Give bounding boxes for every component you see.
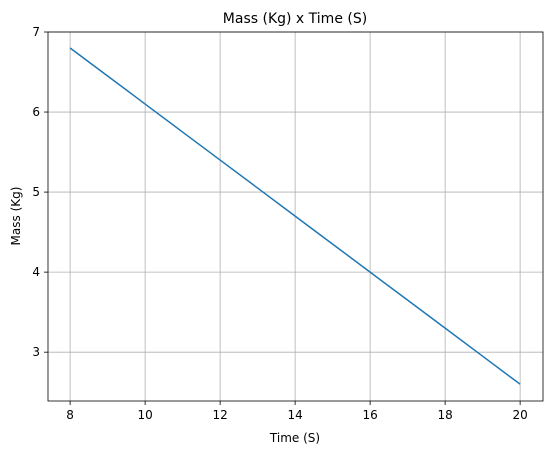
x-tick-label: 14 xyxy=(287,408,302,422)
x-tick-label: 18 xyxy=(437,408,452,422)
chart-title: Mass (Kg) x Time (S) xyxy=(223,11,367,27)
x-axis-label: Time (S) xyxy=(269,431,320,445)
x-tick-label: 16 xyxy=(362,408,377,422)
y-tick-label: 5 xyxy=(32,185,40,199)
y-tick-label: 4 xyxy=(32,265,40,279)
y-tick-label: 3 xyxy=(32,345,40,359)
x-tick-label: 10 xyxy=(137,408,152,422)
y-tick-label: 7 xyxy=(32,25,40,39)
data-line xyxy=(69,47,521,385)
plot-frame xyxy=(47,31,544,402)
y-tick-label: 6 xyxy=(32,105,40,119)
y-axis-label: Mass (Kg) xyxy=(9,187,23,246)
x-tick-label: 12 xyxy=(212,408,227,422)
x-tick-label: 20 xyxy=(512,408,527,422)
x-tick-label: 8 xyxy=(66,408,74,422)
